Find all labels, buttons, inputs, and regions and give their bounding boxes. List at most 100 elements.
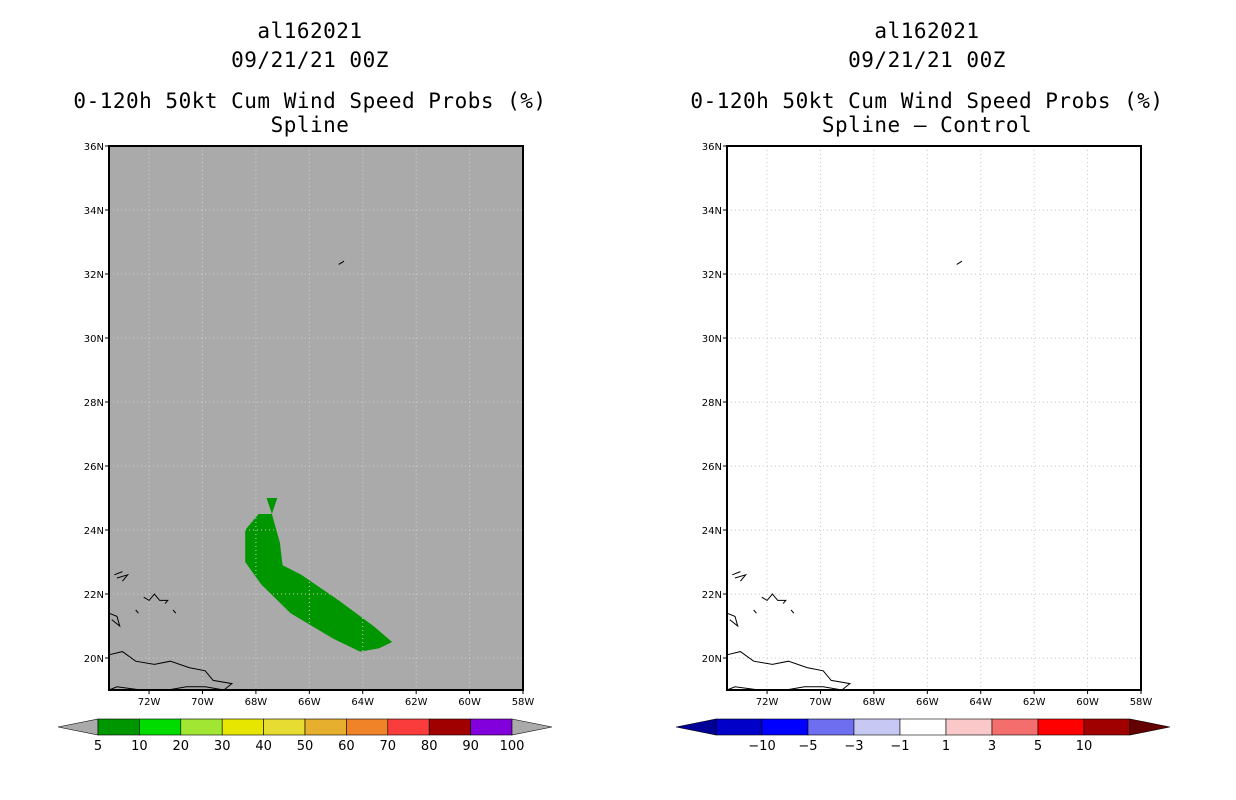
- coastline: [726, 612, 739, 628]
- right-panel-subtitle: 0-120h 50kt Cum Wind Speed Probs (%) Spl…: [627, 89, 1227, 137]
- coastline: [761, 593, 787, 604]
- x-tick-label: 58W: [512, 697, 535, 708]
- coastline: [172, 609, 177, 614]
- colorbar-label: 60: [338, 739, 355, 754]
- colorbar-segment: [387, 718, 430, 736]
- left-panel-subtitle: 0-120h 50kt Cum Wind Speed Probs (%) Spl…: [10, 89, 610, 137]
- colorbar-label: 40: [255, 739, 272, 754]
- x-tick-label: 72W: [138, 697, 161, 708]
- colorbar-segment: [1037, 718, 1085, 736]
- y-tick-label: 20N: [84, 654, 104, 665]
- colorbar-low-arrow: [675, 718, 717, 736]
- y-tick-label: 36N: [84, 142, 104, 153]
- x-tick-label: 64W: [351, 697, 374, 708]
- colorbar-high-arrow: [511, 718, 553, 736]
- right-date: 09/21/21 00Z: [848, 48, 1006, 72]
- colorbar-label: 1: [942, 739, 950, 754]
- colorbar-segment: [899, 718, 947, 736]
- map-background: [727, 146, 1141, 690]
- right-product: 0-120h 50kt Cum Wind Speed Probs (%): [690, 89, 1164, 113]
- left-storm-id: al162021: [257, 19, 363, 43]
- colorbar-high-arrow: [1129, 718, 1171, 736]
- map-frame: [726, 145, 1142, 691]
- colorbar-segment: [991, 718, 1039, 736]
- x-tick-label: 64W: [969, 697, 992, 708]
- left-method: Spline: [270, 113, 350, 137]
- colorbar-label: −10: [748, 739, 775, 754]
- x-tick-label: 66W: [916, 697, 939, 708]
- y-tick-label: 28N: [702, 398, 722, 409]
- right-panel-title: al162021 09/21/21 00Z: [627, 17, 1227, 75]
- x-tick-label: 68W: [863, 697, 886, 708]
- x-tick-label: 60W: [458, 697, 481, 708]
- coastline: [753, 609, 757, 614]
- colorbar-label: 10: [1076, 739, 1093, 754]
- colorbar: −10 −5 −3 −1 1 3 5 10: [675, 718, 1171, 754]
- y-tick-label: 28N: [84, 398, 104, 409]
- map-frame: [108, 145, 524, 691]
- colorbar-label: 90: [462, 739, 479, 754]
- y-tick-label: 32N: [702, 270, 722, 281]
- right-map: 72W 70W 68W 66W 64W 62W 60W 58W 20N 22N 24N 26N 28N 3…: [675, 142, 1171, 754]
- coastline: [734, 573, 748, 582]
- colorbar-segment: [470, 718, 513, 736]
- colorbar-segment: [180, 718, 223, 736]
- coastline: [143, 593, 169, 604]
- coastline: [114, 571, 123, 576]
- x-tick-label: 70W: [191, 697, 214, 708]
- y-tick-label: 36N: [702, 142, 722, 153]
- colorbar-segment: [221, 718, 264, 736]
- colorbar-label: 10: [131, 739, 148, 754]
- colorbar-segment: [263, 718, 306, 736]
- colorbar-segment: [139, 718, 182, 736]
- bermuda-island: [338, 260, 345, 265]
- y-tick-label: 30N: [702, 334, 722, 345]
- colorbar-label: 100: [500, 739, 525, 754]
- colorbar-segment: [807, 718, 855, 736]
- coastline: [135, 609, 139, 614]
- x-tick-label: 72W: [756, 697, 779, 708]
- coastline: [116, 573, 130, 582]
- bermuda-island: [956, 260, 963, 265]
- x-tick-label: 66W: [298, 697, 321, 708]
- x-tick-label: 70W: [809, 697, 832, 708]
- right-method: Spline – Control: [821, 113, 1033, 137]
- left-panel-title: al162021 09/21/21 00Z: [10, 17, 610, 75]
- colorbar-label: 70: [380, 739, 397, 754]
- x-tick-label: 58W: [1130, 697, 1153, 708]
- coastline: [108, 612, 121, 628]
- y-tick-label: 32N: [84, 270, 104, 281]
- colorbar: 5 10 20 30 40 50 60 70 80 90 100: [57, 718, 553, 754]
- colorbar-segment: [945, 718, 993, 736]
- colorbar-label: 5: [94, 739, 102, 754]
- left-map: 72W 70W 68W 66W 64W 62W 60W 58W 20N 22N 24N 26N 28N 3…: [57, 142, 553, 754]
- left-date: 09/21/21 00Z: [231, 48, 389, 72]
- y-tick-label: 26N: [702, 462, 722, 473]
- x-tick-label: 62W: [405, 697, 428, 708]
- y-tick-label: 30N: [84, 334, 104, 345]
- y-tick-label: 20N: [702, 654, 722, 665]
- colorbar-label: 3: [988, 739, 996, 754]
- prob-region-2: [266, 498, 278, 514]
- colorbar-segment: [97, 718, 140, 736]
- x-tick-label: 62W: [1023, 697, 1046, 708]
- colorbar-label: 20: [173, 739, 190, 754]
- colorbar-label: 5: [1034, 739, 1042, 754]
- colorbar-label: 50: [297, 739, 314, 754]
- coastline: [732, 571, 741, 576]
- colorbar-segment: [853, 718, 901, 736]
- colorbar-label: −3: [844, 739, 863, 754]
- right-storm-id: al162021: [874, 19, 980, 43]
- colorbar-low-arrow: [57, 718, 99, 736]
- colorbar-label: 80: [421, 739, 438, 754]
- y-tick-label: 24N: [84, 526, 104, 537]
- colorbar-segment: [761, 718, 809, 736]
- prob-region-1: [245, 514, 393, 652]
- colorbar-label: 30: [214, 739, 231, 754]
- colorbar-segment: [1083, 718, 1131, 736]
- y-tick-label: 26N: [84, 462, 104, 473]
- y-tick-label: 34N: [84, 206, 104, 217]
- y-tick-label: 22N: [702, 590, 722, 601]
- colorbar-segment: [715, 718, 763, 736]
- colorbar-label: −1: [890, 739, 909, 754]
